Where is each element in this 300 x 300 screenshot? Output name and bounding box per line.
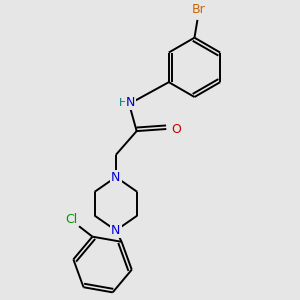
- Text: N: N: [111, 224, 121, 237]
- Text: H: H: [118, 98, 127, 108]
- Text: N: N: [126, 96, 135, 110]
- Text: Cl: Cl: [65, 213, 77, 226]
- Text: O: O: [172, 122, 182, 136]
- Text: Br: Br: [192, 3, 206, 16]
- Text: N: N: [111, 170, 121, 184]
